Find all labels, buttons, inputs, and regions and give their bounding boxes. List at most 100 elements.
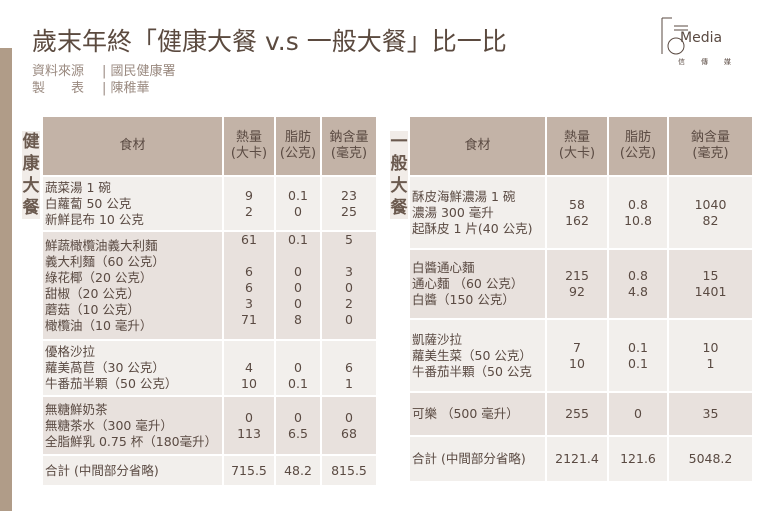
cell-line: 6 <box>245 264 253 279</box>
sodium-cell: 5048.2 <box>668 435 754 481</box>
table-row: 白醬通心麵 通心麵 （60 公克） 白醬（150 公克） 215 92 0.8 4.8 15 1… <box>410 248 754 319</box>
regular-table: 食材 熱量 (大卡) 脂肪 (公克) 鈉含量 (毫克) 酥皮海鮮濃湯 1 碗濃湯… <box>410 117 754 481</box>
fat-cell: 48.2 <box>275 454 322 485</box>
cell-line: 162 <box>565 212 589 228</box>
cell-line: 5 <box>345 232 353 247</box>
cell-line: 2 <box>345 296 353 311</box>
kcal-cell: 4 10 <box>223 339 276 396</box>
cell-line: 6 <box>245 280 253 295</box>
kcal-cell: 61 6 6 3 71 <box>223 230 276 340</box>
cell-line: 鮮蔬橄欖油義大利麵 <box>45 237 158 253</box>
header-sodium: 鈉含量 (毫克) <box>668 117 754 176</box>
sodium-cell: 0 68 <box>321 395 378 455</box>
header-kcal: 熱量 (大卡) <box>223 117 276 176</box>
header-fat: 脂肪 (公克) <box>608 117 669 176</box>
cell-line: 7 <box>573 339 581 355</box>
cell-line: 71 <box>241 312 257 327</box>
cell-line: 0 <box>294 203 302 219</box>
table-row: 酥皮海鮮濃湯 1 碗濃湯 300 毫升 起酥皮 1 片(40 公克) 58 162 0.… <box>410 175 754 249</box>
header-sodium: 鈉含量 (毫克) <box>321 117 378 176</box>
kcal-cell: 255 <box>546 391 609 436</box>
cell-line: 2121.4 <box>555 451 599 466</box>
fat-cell: 0.1 0 <box>275 175 322 231</box>
regular-label: 一般大餐 <box>390 131 408 219</box>
source-value: 國民健康署 <box>110 64 176 79</box>
table-row: 合計 (中間部分省略) 2121.4 121.6 5048.2 <box>410 435 754 481</box>
cell-line: 4.8 <box>628 284 648 299</box>
cell-line: 0 <box>294 296 302 311</box>
cell-line: 58 <box>569 196 585 212</box>
cell-line: 15 <box>702 268 719 283</box>
cell-line <box>322 344 376 360</box>
sodium-cell: 15 1401 <box>668 248 754 319</box>
cell-line: 酥皮海鮮濃湯 1 碗 <box>412 188 516 204</box>
cell-line: 10 <box>569 355 585 371</box>
cell-line: 0.1 <box>288 376 308 391</box>
ingredient-cell: 合計 (中間部分省略) <box>43 454 224 485</box>
fat-cell: 0 6.5 <box>275 395 322 455</box>
fat-cell: 0.1 0.1 <box>608 318 669 392</box>
cell-line: 義大利麵（60 公克） <box>45 253 165 269</box>
cell-line: 0 <box>294 360 302 375</box>
kcal-cell: 0 113 <box>223 395 276 455</box>
sodium-cell: 1040 82 <box>668 175 754 249</box>
cell-line: 255 <box>565 406 589 421</box>
cell-line: 凱薩沙拉 <box>412 331 463 347</box>
ingredient-cell: 蔬菜湯 1 碗白蘿蔔 50 公克 新鮮昆布 10 公克 <box>43 175 224 231</box>
cell-line: 6.5 <box>288 425 308 441</box>
cell-line: 甜椒（20 公克） <box>45 285 140 301</box>
source-label: 資料來源 <box>32 64 85 79</box>
cell-line: 3 <box>245 296 253 311</box>
sodium-cell: 815.5 <box>321 454 378 485</box>
ingredient-cell: 可樂 （500 毫升） <box>410 391 547 436</box>
cell-line: 1040 <box>694 196 727 212</box>
cell-line: 0.1 <box>288 187 308 203</box>
fat-cell: 0 <box>608 391 669 436</box>
cell-line: 2 <box>245 203 253 219</box>
cell-line: 牛番茄半顆（50 公克） <box>45 376 178 391</box>
cell-line: 無糖茶水（300 毫升） <box>45 417 173 433</box>
cell-line: 4 <box>245 360 253 375</box>
kcal-cell: 215 92 <box>546 248 609 319</box>
sodium-cell: 10 1 <box>668 318 754 392</box>
cell-line: 3 <box>345 264 353 279</box>
table-row: 蔬菜湯 1 碗白蘿蔔 50 公克 新鮮昆布 10 公克 9 2 0.1 0 23 25 <box>43 175 378 231</box>
cell-line: 綠花椰（20 公克） <box>45 269 153 285</box>
kcal-cell: 715.5 <box>223 454 276 485</box>
cell-line: 1 <box>706 355 715 371</box>
healthy-label: 健康大餐 <box>22 131 40 219</box>
source-info: 資料來源 | 國民健康署 製 表 | 陳稚華 <box>32 64 176 96</box>
cell-line: 新鮮昆布 10 公克 <box>45 211 144 227</box>
healthy-table: 食材 熱量 (大卡) 脂肪 (公克) 鈉含量 (毫克) 蔬菜湯 1 碗白蘿蔔 5… <box>43 117 378 485</box>
cell-line: 白醬通心麵 <box>412 260 475 275</box>
cell-line: 0 <box>345 312 353 327</box>
cell-line: 815.5 <box>331 462 367 478</box>
cell-line: 35 <box>702 406 719 421</box>
cell-line: 121.6 <box>620 451 656 466</box>
cell-line: 0 <box>294 264 302 279</box>
cell-line: 可樂 （500 毫升） <box>412 406 519 421</box>
cell-line: 0.8 <box>628 196 648 212</box>
ingredient-cell: 鮮蔬橄欖油義大利麵 義大利麵（60 公克） 綠花椰（20 公克） 甜椒（20 公克）蘑… <box>43 230 224 340</box>
cell-line: 0.1 <box>628 355 648 371</box>
cell-line: 優格沙拉 <box>45 344 96 359</box>
cell-line: 0 <box>634 406 642 421</box>
cell-line: 0 <box>245 409 253 425</box>
cell-line: 215 <box>565 268 589 283</box>
cell-line: 6 <box>345 360 353 375</box>
ingredient-cell: 無糖鮮奶茶 無糖茶水（300 毫升） 全脂鮮乳 0.75 杯（180毫升） <box>43 395 224 455</box>
cell-line: 白醬（150 公克） <box>412 292 515 307</box>
logo-text: Media <box>680 30 723 46</box>
header-ingredient: 食材 <box>43 117 224 176</box>
cell-line: 蘿美生菜（50 公克） <box>412 347 532 363</box>
page-title: 歲末年終「健康大餐 v.s 一般大餐」比一比 <box>32 27 507 56</box>
cell-line: 10.8 <box>624 212 652 228</box>
cell-line: 5048.2 <box>688 451 733 466</box>
cell-line: 通心麵 （60 公克） <box>412 276 524 291</box>
cell-line <box>322 248 376 264</box>
cell-line: 1 <box>345 376 353 391</box>
cell-line: 68 <box>341 425 357 441</box>
cell-line: 白蘿蔔 50 公克 <box>45 195 132 211</box>
